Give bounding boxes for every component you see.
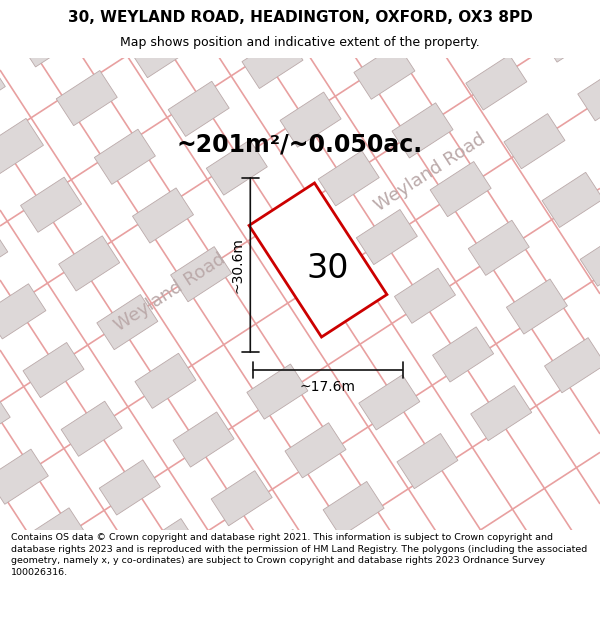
Polygon shape <box>137 519 199 574</box>
Polygon shape <box>323 481 384 537</box>
Polygon shape <box>542 173 600 228</box>
Polygon shape <box>359 375 420 430</box>
Polygon shape <box>0 556 13 611</box>
Polygon shape <box>64 566 125 622</box>
Polygon shape <box>466 55 527 110</box>
Polygon shape <box>430 161 491 217</box>
Polygon shape <box>206 140 268 195</box>
Text: Weyland Road: Weyland Road <box>371 129 489 214</box>
Polygon shape <box>170 247 232 302</box>
Text: Weyland Road: Weyland Road <box>111 249 229 334</box>
Polygon shape <box>211 471 272 526</box>
Polygon shape <box>539 7 600 62</box>
Polygon shape <box>0 0 41 8</box>
Polygon shape <box>580 231 600 286</box>
Polygon shape <box>280 92 341 148</box>
Polygon shape <box>397 434 458 489</box>
Polygon shape <box>354 44 415 99</box>
Polygon shape <box>173 412 234 467</box>
Polygon shape <box>433 327 494 382</box>
Polygon shape <box>0 225 8 280</box>
Polygon shape <box>23 342 84 398</box>
Polygon shape <box>285 422 346 478</box>
Polygon shape <box>0 284 46 339</box>
Polygon shape <box>242 33 303 89</box>
Text: Map shows position and indicative extent of the property.: Map shows position and indicative extent… <box>120 36 480 49</box>
Polygon shape <box>92 0 153 19</box>
Polygon shape <box>175 578 236 625</box>
Polygon shape <box>18 12 79 67</box>
Text: ~17.6m: ~17.6m <box>300 380 356 394</box>
Polygon shape <box>249 529 310 584</box>
Polygon shape <box>0 614 51 625</box>
Text: 30, WEYLAND ROAD, HEADINGTON, OXFORD, OX3 8PD: 30, WEYLAND ROAD, HEADINGTON, OXFORD, OX… <box>68 11 532 26</box>
Polygon shape <box>0 449 49 504</box>
Polygon shape <box>428 0 489 51</box>
Polygon shape <box>356 209 418 264</box>
Polygon shape <box>0 60 5 115</box>
Polygon shape <box>506 279 568 334</box>
Polygon shape <box>504 114 565 169</box>
Polygon shape <box>99 460 160 515</box>
Polygon shape <box>59 236 120 291</box>
Polygon shape <box>97 294 158 350</box>
Polygon shape <box>249 183 387 337</box>
Polygon shape <box>20 177 82 232</box>
Polygon shape <box>578 66 600 121</box>
Polygon shape <box>394 268 455 323</box>
Polygon shape <box>133 188 194 243</box>
Polygon shape <box>94 129 155 184</box>
Polygon shape <box>135 353 196 408</box>
Polygon shape <box>56 71 117 126</box>
Text: Contains OS data © Crown copyright and database right 2021. This information is : Contains OS data © Crown copyright and d… <box>11 533 587 578</box>
Polygon shape <box>468 220 529 276</box>
Polygon shape <box>204 0 265 30</box>
Polygon shape <box>0 391 10 446</box>
Polygon shape <box>0 118 43 174</box>
Text: ~30.6m: ~30.6m <box>230 237 244 293</box>
Polygon shape <box>130 22 191 78</box>
Polygon shape <box>247 364 308 419</box>
Polygon shape <box>61 401 122 456</box>
Polygon shape <box>392 103 453 158</box>
Polygon shape <box>168 81 229 136</box>
Polygon shape <box>316 0 377 41</box>
Text: 30: 30 <box>307 251 349 284</box>
Polygon shape <box>25 508 86 563</box>
Polygon shape <box>502 0 563 3</box>
Text: ~201m²/~0.050ac.: ~201m²/~0.050ac. <box>177 133 423 157</box>
Polygon shape <box>318 151 379 206</box>
Polygon shape <box>471 386 532 441</box>
Polygon shape <box>545 338 600 393</box>
